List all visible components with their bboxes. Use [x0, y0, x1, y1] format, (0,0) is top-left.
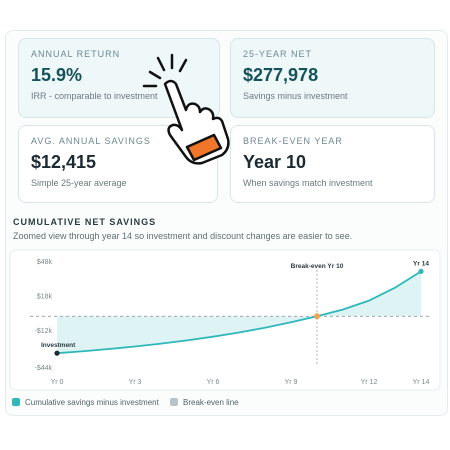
card-label: ANNUAL RETURN — [31, 49, 121, 59]
x-tick-label: Yr 0 — [51, 379, 64, 386]
x-tick-label: Yr 14 — [413, 379, 430, 386]
card: ANNUAL RETURN 15.9% IRR - comparable to … — [18, 38, 220, 118]
card-value: $277,978 — [243, 65, 319, 85]
legend-swatch — [12, 398, 20, 406]
card-note: Simple 25-year average — [31, 178, 127, 188]
point-dot — [418, 268, 424, 274]
card: BREAK-EVEN YEAR Year 10 When savings mat… — [230, 125, 435, 203]
card-label: 25-YEAR NET — [243, 49, 313, 59]
annotation: Break-even Yr 10 — [291, 263, 344, 270]
card-value: Year 10 — [243, 152, 307, 172]
x-tick-label: Yr 12 — [361, 379, 378, 386]
card-note: IRR - comparable to investment — [31, 91, 158, 101]
y-tick-label: $18k — [37, 294, 53, 301]
y-tick-label: $48k — [37, 259, 53, 266]
series-line — [56, 270, 422, 355]
legend-label: Cumulative savings minus investment — [25, 398, 160, 407]
card-value: $12,415 — [31, 152, 97, 172]
x-tick-label: Yr 3 — [129, 379, 142, 386]
legend-swatch — [170, 398, 178, 406]
annotation: Investment — [41, 342, 76, 349]
plot-frame — [9, 249, 441, 391]
chart-title: CUMULATIVE NET SAVINGS — [13, 217, 157, 227]
x-tick-label: Yr 6 — [207, 379, 220, 386]
annotation: Yr 14 — [413, 260, 429, 267]
chart-subtitle: Zoomed view through year 14 so investmen… — [13, 231, 353, 241]
y-tick-label: -$44k — [34, 365, 52, 372]
card-label: BREAK-EVEN YEAR — [243, 136, 343, 146]
card-note: When savings match investment — [243, 178, 373, 188]
x-tick-label: Yr 9 — [285, 379, 298, 386]
card-note: Savings minus investment — [243, 91, 348, 101]
break-even-dot — [314, 313, 320, 320]
y-tick-label: -$12k — [34, 328, 52, 335]
card: 25-YEAR NET $277,978 Savings minus inves… — [230, 38, 435, 118]
legend-label: Break-even line — [183, 398, 239, 407]
point-dot — [54, 350, 60, 356]
area-fill — [57, 271, 421, 354]
card-value: 15.9% — [31, 65, 83, 85]
card-label: AVG. ANNUAL SAVINGS — [31, 136, 151, 146]
